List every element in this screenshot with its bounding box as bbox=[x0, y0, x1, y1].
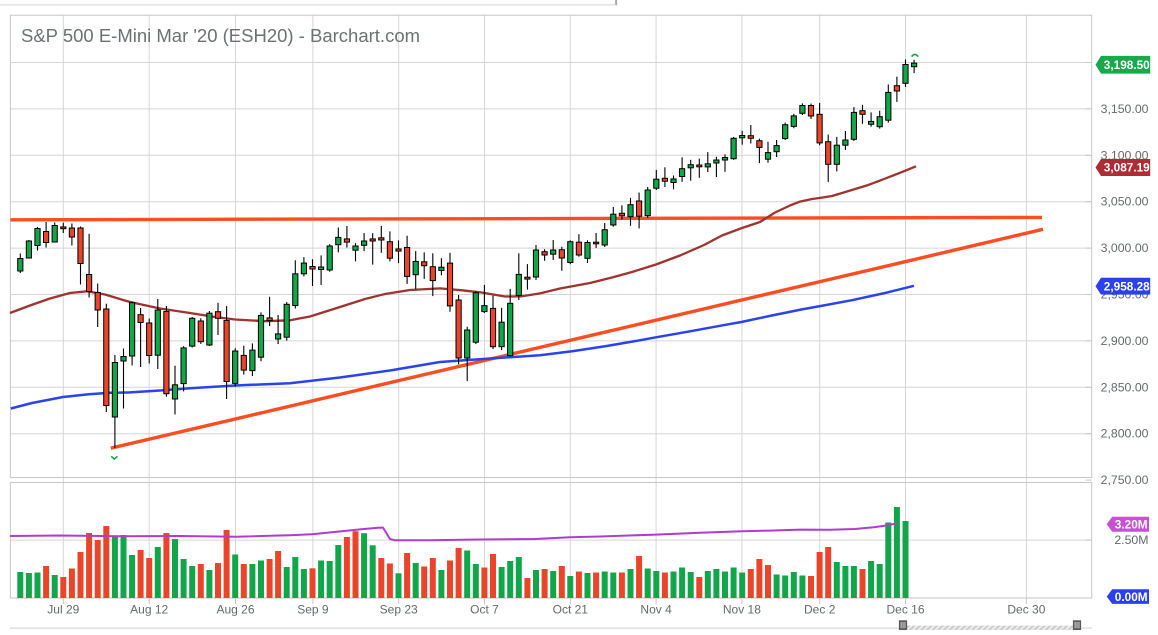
svg-text:2,900.00: 2,900.00 bbox=[1101, 334, 1149, 348]
svg-text:Aug 26: Aug 26 bbox=[216, 603, 254, 617]
svg-text:3,000.00: 3,000.00 bbox=[1101, 241, 1149, 255]
svg-text:Aug 12: Aug 12 bbox=[130, 603, 168, 617]
svg-text:Nov 18: Nov 18 bbox=[723, 603, 761, 617]
svg-text:Dec 2: Dec 2 bbox=[804, 603, 836, 617]
svg-text:Sep 23: Sep 23 bbox=[380, 603, 418, 617]
svg-text:2,800.00: 2,800.00 bbox=[1101, 427, 1149, 441]
svg-text:3,100.00: 3,100.00 bbox=[1101, 148, 1149, 162]
svg-text:3,150.00: 3,150.00 bbox=[1101, 102, 1149, 116]
svg-text:Sep 9: Sep 9 bbox=[297, 603, 329, 617]
svg-text:Dec 16: Dec 16 bbox=[886, 603, 924, 617]
svg-text:2,750.00: 2,750.00 bbox=[1101, 473, 1149, 487]
svg-text:2,958.28: 2,958.28 bbox=[1104, 279, 1150, 293]
svg-text:0.00M: 0.00M bbox=[1115, 590, 1148, 604]
svg-text:3.20M: 3.20M bbox=[1115, 518, 1148, 532]
svg-text:2,850.00: 2,850.00 bbox=[1101, 380, 1149, 394]
svg-text:2.50M: 2.50M bbox=[1114, 533, 1148, 547]
svg-text:Oct 21: Oct 21 bbox=[553, 603, 589, 617]
svg-text:Dec 30: Dec 30 bbox=[1007, 603, 1045, 617]
svg-text:3,087.19: 3,087.19 bbox=[1104, 161, 1150, 175]
svg-text:3,050.00: 3,050.00 bbox=[1101, 195, 1149, 209]
svg-text:3,198.50: 3,198.50 bbox=[1104, 58, 1150, 72]
svg-text:Jul 29: Jul 29 bbox=[47, 603, 79, 617]
svg-text:S&P 500 E-Mini Mar '20 (ESH20): S&P 500 E-Mini Mar '20 (ESH20) - Barchar… bbox=[21, 25, 420, 46]
svg-text:Nov 4: Nov 4 bbox=[640, 603, 672, 617]
svg-text:Oct 7: Oct 7 bbox=[470, 603, 499, 617]
